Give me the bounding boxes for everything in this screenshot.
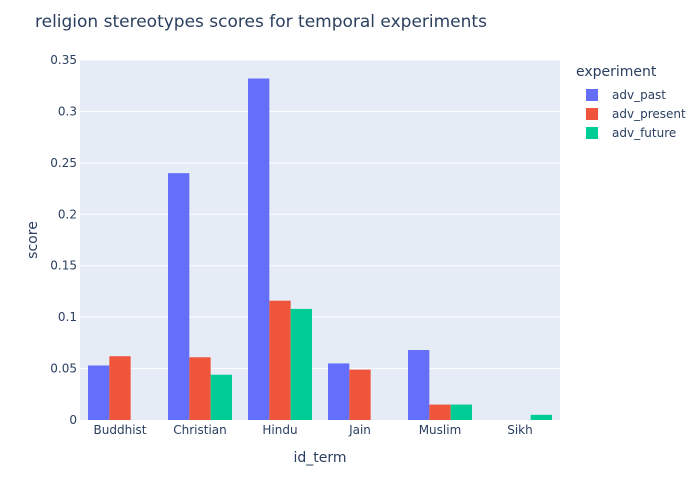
y-axis-label: score: [25, 221, 41, 259]
legend-item-adv_past[interactable]: adv_past: [586, 85, 686, 104]
legend-title: experiment: [576, 64, 657, 80]
bar-adv_past: [408, 350, 430, 420]
legend-label: adv_future: [612, 125, 677, 140]
y-tick-label: 0.15: [50, 259, 77, 273]
bar-adv_present: [109, 356, 131, 420]
bar-adv_past: [328, 363, 350, 420]
legend-swatch: [586, 107, 598, 120]
bar-adv_present: [429, 404, 451, 420]
bar-adv_present: [269, 300, 291, 420]
legend-item-adv_present[interactable]: adv_present: [586, 104, 686, 123]
chart-title: religion stereotypes scores for temporal…: [35, 12, 487, 32]
bar-adv_past: [248, 78, 270, 420]
y-tick-label: 0.3: [58, 104, 77, 118]
x-axis-label: id_term: [293, 450, 346, 466]
legend: experiment adv_past adv_present adv_future: [576, 64, 686, 142]
x-tick-label: Buddhist: [94, 423, 147, 437]
y-tick-label: 0.35: [50, 53, 77, 67]
legend-item-adv_future[interactable]: adv_future: [586, 123, 686, 142]
x-tick-label: Christian: [173, 423, 227, 437]
bar-adv_future: [210, 374, 232, 420]
plot-area: [80, 60, 560, 420]
x-tick-label: Jain: [348, 423, 371, 437]
x-tick-label: Hindu: [262, 423, 297, 437]
bar-adv_future: [450, 404, 472, 420]
bars: [88, 78, 552, 420]
x-tick-label: Sikh: [507, 423, 533, 437]
y-axis-ticks: 0 0.05 0.1 0.15 0.2 0.25 0.3 0.35: [50, 53, 77, 427]
bar-adv_future: [530, 414, 552, 420]
legend-label: adv_present: [612, 106, 686, 121]
bar-adv_future: [290, 308, 312, 420]
legend-swatch: [586, 126, 598, 139]
bar-adv_past: [88, 365, 110, 420]
bar-adv_past: [168, 173, 190, 420]
x-tick-label: Muslim: [419, 423, 462, 437]
legend-label: adv_past: [612, 87, 666, 102]
bar-adv_present: [189, 357, 211, 420]
y-tick-label: 0.1: [58, 310, 77, 324]
legend-swatch: [586, 88, 598, 101]
y-tick-label: 0.2: [58, 207, 77, 221]
y-tick-label: 0: [69, 413, 77, 427]
x-axis-ticks: Buddhist Christian Hindu Jain Muslim Sikh: [94, 423, 533, 437]
y-tick-label: 0.25: [50, 156, 77, 170]
y-tick-label: 0.05: [50, 362, 77, 376]
bar-adv_present: [349, 369, 371, 420]
gridlines: [80, 59, 560, 370]
